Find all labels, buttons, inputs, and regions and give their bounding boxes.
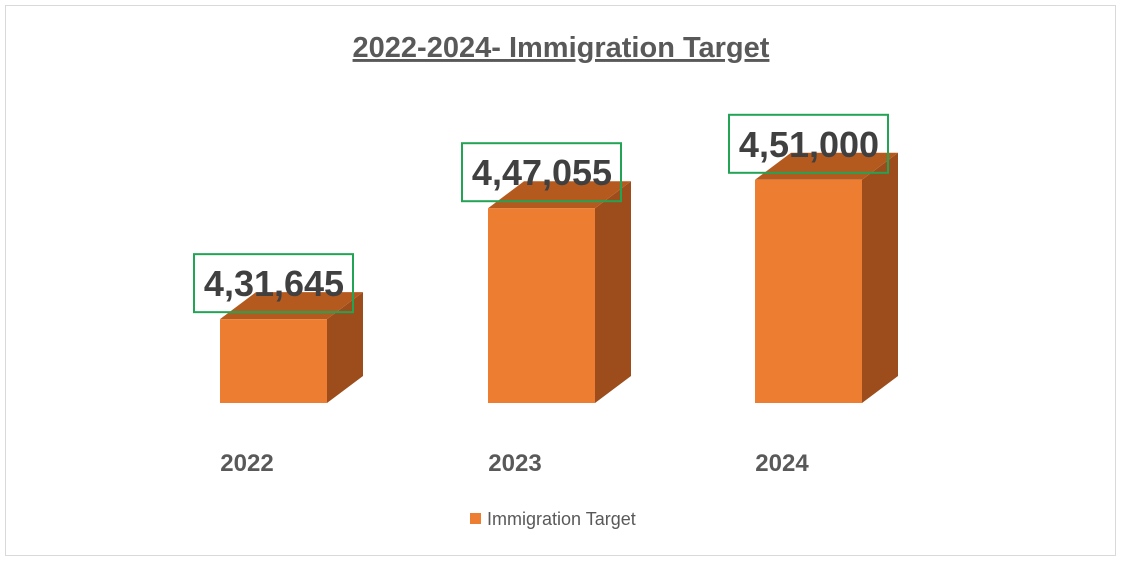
legend-swatch [470,513,481,524]
category-label: 2022 [220,450,273,477]
bar-side [862,152,898,403]
data-label-box [193,253,354,314]
bar-2024[interactable] [755,179,862,403]
data-label: 4,51,000 [739,124,879,165]
category-label: 2023 [488,450,541,477]
bar-2022[interactable] [220,319,327,403]
data-label: 4,31,645 [204,263,344,304]
bar-side [327,292,363,403]
bar-side [595,181,631,403]
bar-2023[interactable] [488,208,595,403]
chart-title: 2022-2024- Immigration Target [353,32,770,64]
legend-label[interactable]: Immigration Target [487,509,636,529]
data-label: 4,47,055 [472,152,612,193]
category-label: 2024 [755,450,809,477]
data-label-box [728,113,889,174]
data-label-box [461,142,622,203]
